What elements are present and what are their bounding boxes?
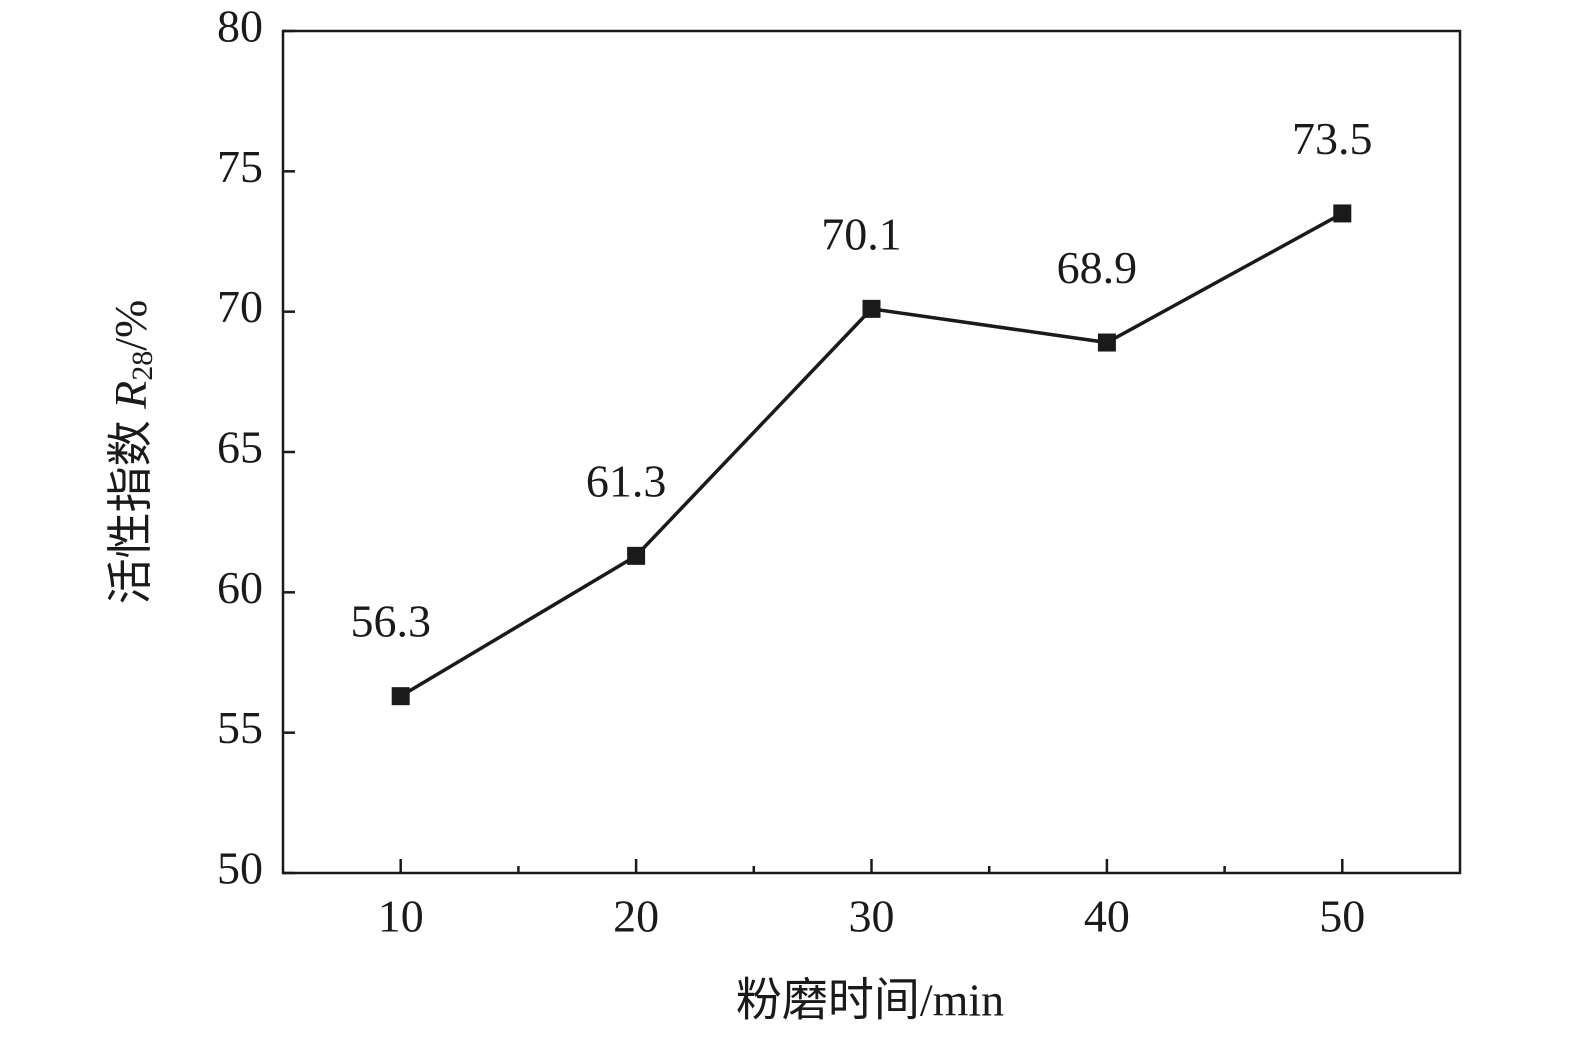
x-tick-label: 10 — [378, 891, 424, 942]
y-tick-label: 55 — [217, 702, 263, 753]
data-label: 70.1 — [821, 208, 902, 259]
data-label: 56.3 — [350, 596, 431, 647]
y-tick-label: 80 — [217, 1, 263, 52]
data-label: 61.3 — [586, 455, 667, 506]
y-tick-label: 50 — [217, 843, 263, 894]
x-tick-label: 40 — [1084, 891, 1130, 942]
y-tick-label: 60 — [217, 562, 263, 613]
y-tick-label: 65 — [217, 422, 263, 473]
x-tick-label: 20 — [613, 891, 659, 942]
plot-frame — [281, 29, 1462, 875]
data-line — [399, 211, 1344, 698]
data-point — [627, 546, 646, 565]
y-tick-label: 75 — [217, 141, 263, 192]
y-label-text: 活性指数 — [105, 409, 156, 605]
y-tick-label: 70 — [217, 281, 263, 332]
x-axis-label: 粉磨时间/min — [736, 975, 1004, 1026]
data-label: 68.9 — [1057, 242, 1138, 293]
data-point — [1333, 204, 1352, 223]
x-tick-label: 30 — [849, 891, 895, 942]
y-label-symbol: R — [105, 381, 156, 410]
data-label: 73.5 — [1292, 113, 1373, 164]
y-label-subscript: 28 — [126, 351, 159, 381]
data-point — [1097, 333, 1116, 352]
x-tick-label: 50 — [1319, 891, 1365, 942]
y-axis-label: 活性指数 R28/% — [105, 300, 159, 605]
y-label-unit: /% — [105, 300, 156, 351]
data-point — [862, 299, 881, 318]
data-point — [391, 687, 410, 706]
